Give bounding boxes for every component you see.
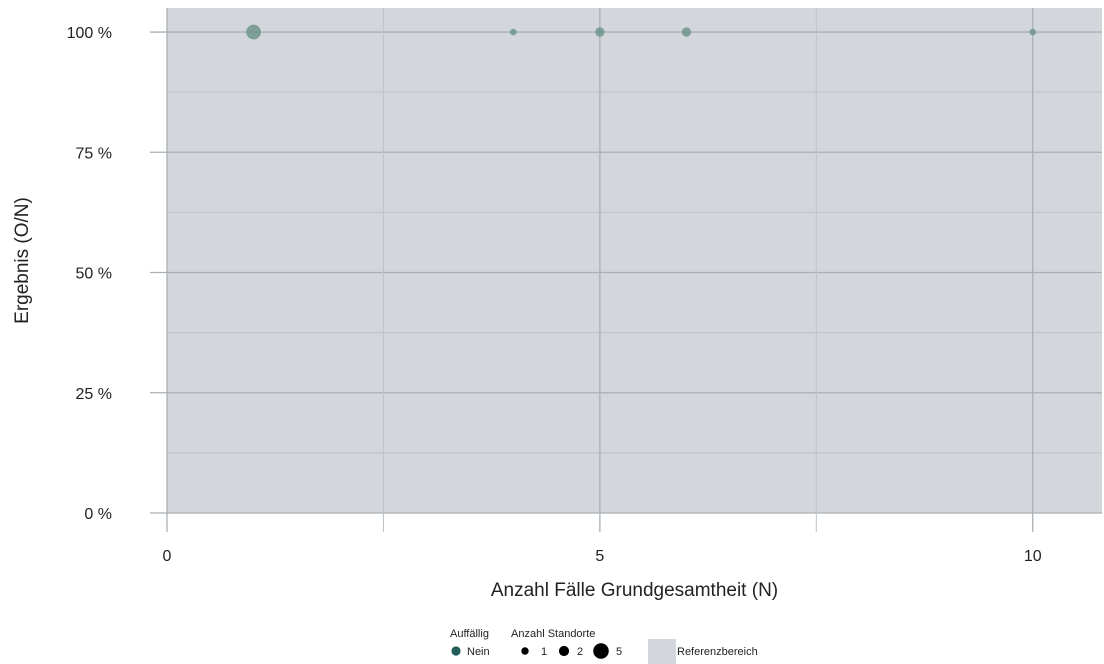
data-point [681, 27, 692, 37]
data-points [246, 24, 1037, 40]
legend-auffaellig-item: Nein [467, 646, 490, 658]
data-point [1029, 28, 1037, 36]
y-tick-label: 50 % [76, 266, 112, 283]
data-point [509, 28, 517, 36]
legend-size-item-2: 2 [577, 646, 583, 658]
legend-size-swatch-5 [593, 643, 609, 659]
legend-size-item-5: 5 [616, 646, 622, 658]
grid-lines [150, 8, 1102, 532]
legend-auffaellig-swatch [451, 646, 461, 656]
reference-area [167, 8, 1102, 513]
data-point [246, 24, 261, 40]
y-tick-label: 75 % [76, 145, 112, 162]
legend-reference-swatch [648, 639, 676, 664]
legend-size-title: Anzahl Standorte [511, 628, 595, 640]
axis-titles: Anzahl Fälle Grundgesamtheit (N) Ergebni… [12, 197, 778, 601]
x-axis-title: Anzahl Fälle Grundgesamtheit (N) [491, 580, 778, 601]
y-tick-label: 100 % [67, 25, 112, 42]
x-tick-label: 10 [1024, 548, 1042, 565]
legend-reference-label: Referenzbereich [677, 646, 758, 658]
legend: Auffällig Nein Anzahl Standorte 1 2 5 Re… [450, 628, 758, 664]
legend-auffaellig-title: Auffällig [450, 628, 489, 640]
y-tick-label: 25 % [76, 386, 112, 403]
plot-area [167, 8, 1102, 513]
x-tick-label: 5 [595, 548, 604, 565]
legend-size-item-1: 1 [541, 646, 547, 658]
legend-size-swatch-1 [521, 647, 529, 655]
y-axis-title: Ergebnis (O/N) [12, 197, 33, 324]
y-tick-label: 0 % [84, 506, 112, 523]
x-tick-label: 0 [163, 548, 172, 565]
legend-size-swatch-2 [558, 645, 570, 657]
data-point [595, 27, 605, 37]
tick-labels: 0 % 25 % 50 % 75 % 100 % 0 5 10 [67, 25, 1042, 565]
